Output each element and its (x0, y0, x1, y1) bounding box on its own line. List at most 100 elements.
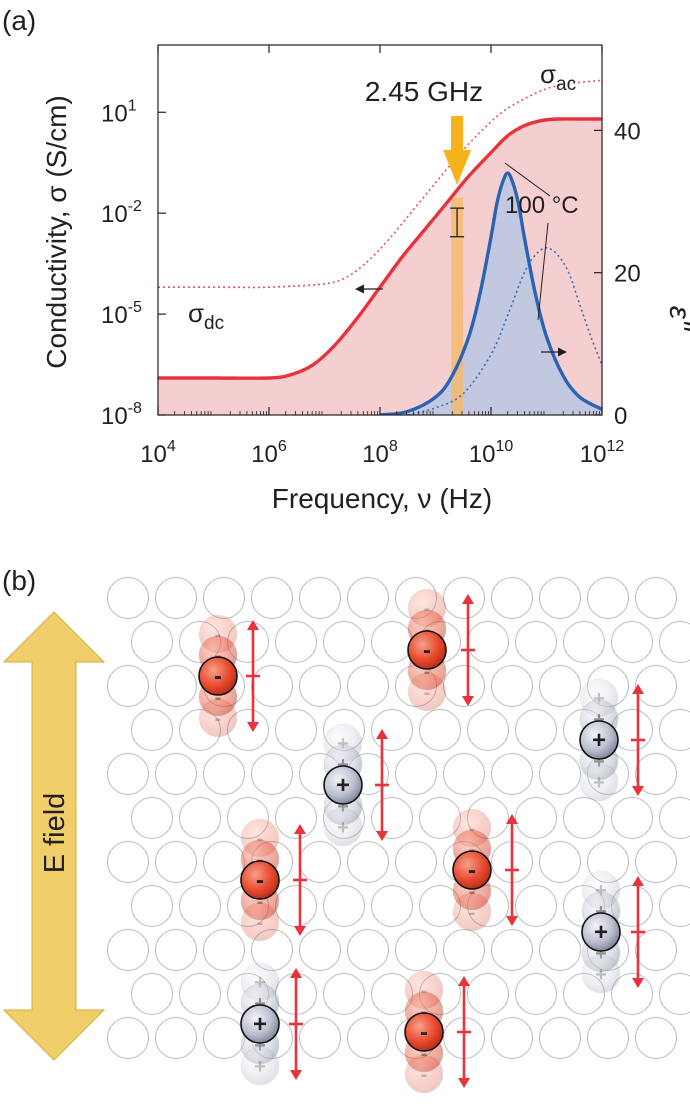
lattice-site (539, 929, 581, 971)
lattice-site (155, 929, 197, 971)
field-arrow: E field (2, 611, 106, 1061)
ion-ghost-sign: + (593, 772, 605, 794)
lattice-site (539, 665, 581, 707)
lattice-site (155, 1017, 197, 1059)
ion-sign: - (214, 663, 222, 690)
sigma-dc-subscript: dc (204, 313, 224, 334)
y-tick-base: 10 (101, 302, 128, 329)
ion-sign: + (594, 919, 608, 946)
ion-ghost-sign: + (254, 1056, 266, 1078)
ion-ghost-sign: + (593, 709, 605, 731)
cation: +++++ (323, 723, 363, 847)
lattice-site (467, 621, 509, 663)
lattice-site (131, 621, 173, 663)
x-tick-exponent: 10 (495, 438, 513, 455)
anion: ----- (198, 614, 238, 738)
y-tick-label: 10-2 (101, 198, 142, 228)
ion-core (404, 1012, 444, 1052)
anion: ----- (407, 588, 447, 712)
ion-ghost-sign: + (595, 964, 607, 986)
lattice-site (323, 973, 365, 1015)
ion-ghost-sign: + (595, 901, 607, 923)
ion-sign: + (336, 772, 350, 799)
lattice-site (131, 885, 173, 927)
lattice-site (107, 1017, 149, 1059)
temperature-label: 100 °C (505, 192, 579, 219)
oscillation-head-up (247, 620, 259, 630)
lattice-site (491, 577, 533, 619)
ion-ghost-sign: - (421, 1064, 428, 1086)
oscillation-head-up (294, 824, 306, 834)
ion-ghost-sign: - (469, 839, 476, 861)
lattice-site (371, 885, 413, 927)
x-tick-label: 1010 (469, 438, 514, 468)
ion-ghost (240, 902, 280, 942)
y-tick-base: 10 (101, 403, 128, 430)
oscillation-arrow (293, 824, 307, 936)
panel-b-label: (b) (2, 565, 36, 596)
anion: ----- (404, 970, 444, 1094)
lattice-site (539, 1017, 581, 1059)
lattice-site (659, 797, 690, 839)
lattice-site (635, 841, 677, 883)
x-tick-label: 108 (362, 438, 398, 468)
lattice-site (635, 1017, 677, 1059)
y2-axis-title: ε'' (663, 306, 690, 332)
lattice-site (443, 665, 485, 707)
ion-sign: - (423, 637, 431, 664)
lattice-site (491, 753, 533, 795)
ion-ghost-sign: - (424, 682, 431, 704)
lattice-site (419, 709, 461, 751)
ion-ghost (240, 1046, 280, 1086)
ion-ghost-sign: - (421, 1001, 428, 1023)
frequency-arrow-shaft (451, 116, 464, 152)
lattice-site (587, 1017, 629, 1059)
y-tick-base: 10 (101, 201, 128, 228)
series-conductivity-100c (158, 79, 602, 289)
lattice-site (155, 577, 197, 619)
oscillation-arrow (246, 620, 260, 732)
ion-ghost-sign: + (595, 880, 607, 902)
lattice-site (467, 973, 509, 1015)
lattice-site (107, 753, 149, 795)
lattice-site (515, 709, 557, 751)
lattice-site (323, 621, 365, 663)
lattice-site (371, 621, 413, 663)
ion-ghost-sign: + (593, 751, 605, 773)
ion-layer: ----------++++++++++----------++++++++++… (198, 588, 645, 1094)
oscillation-head-up (462, 594, 474, 604)
lattice-site (539, 753, 581, 795)
lattice-site (203, 753, 245, 795)
oscillation-arrow (457, 976, 471, 1088)
x-tick-base: 10 (140, 441, 167, 468)
lattice-site (347, 665, 389, 707)
lattice-site (491, 929, 533, 971)
ion-ghost-sign: - (424, 619, 431, 641)
x-tick-base: 10 (362, 441, 389, 468)
ion-ghost-sign: + (254, 1035, 266, 1057)
ion-ghost-sign: - (257, 849, 264, 871)
lattice-site (107, 665, 149, 707)
ion-ghost (323, 807, 363, 847)
x-tick-exponent: 8 (389, 438, 398, 455)
lattice-site (587, 577, 629, 619)
oscillation-head-down (506, 916, 518, 926)
lattice-site (395, 841, 437, 883)
cation: +++++ (579, 678, 619, 802)
lattice-site (275, 621, 317, 663)
ion-ghost (581, 954, 621, 994)
lattice-site (611, 797, 653, 839)
lattice-site (155, 665, 197, 707)
ion-sign: - (256, 867, 264, 894)
oscillation-head-up (632, 684, 644, 694)
sigma-ac-symbol: σ (540, 59, 556, 89)
x-tick-base: 10 (469, 441, 496, 468)
oscillation-arrow (631, 684, 645, 796)
ion-core (581, 912, 621, 952)
oscillation-head-down (247, 722, 259, 732)
lattice-site (251, 577, 293, 619)
ion-core (407, 630, 447, 670)
y2-tick-label: 0 (614, 403, 627, 430)
